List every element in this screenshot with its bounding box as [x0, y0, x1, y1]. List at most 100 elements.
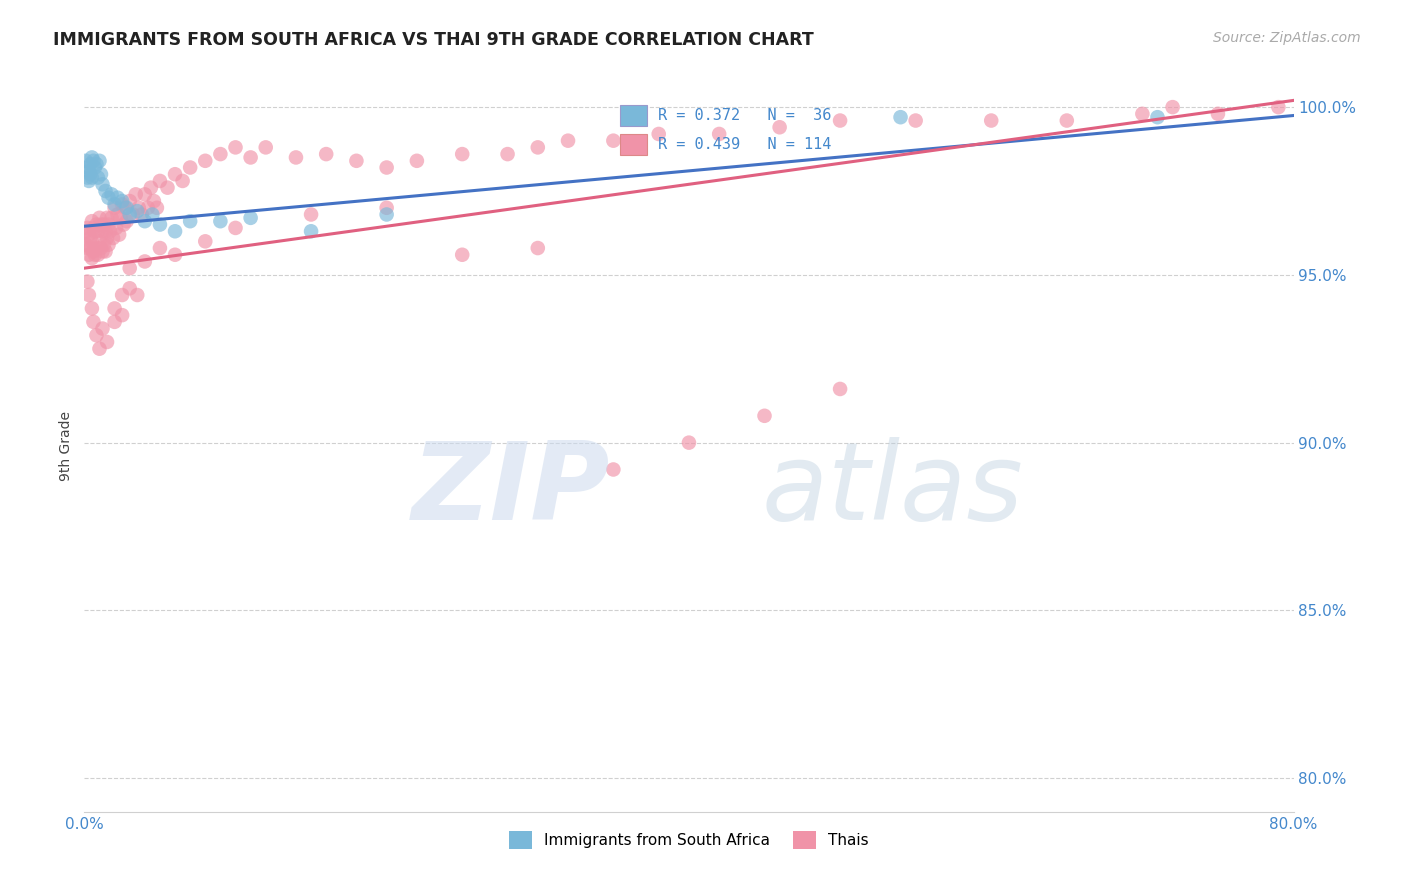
Point — [107, 207, 129, 221]
Point — [86, 328, 108, 343]
Point — [709, 127, 731, 141]
Point — [80, 251, 103, 265]
Point — [127, 204, 149, 219]
Point — [299, 207, 322, 221]
Point — [80, 151, 103, 165]
Point — [149, 218, 172, 232]
Point — [769, 120, 792, 135]
Point — [86, 218, 108, 232]
Point — [375, 207, 398, 221]
Point — [142, 194, 165, 208]
Point — [96, 211, 118, 225]
Point — [93, 218, 115, 232]
Point — [149, 174, 172, 188]
Point — [77, 248, 100, 262]
Point — [91, 321, 114, 335]
Point — [93, 237, 115, 252]
Point — [87, 224, 110, 238]
Point — [91, 224, 114, 238]
Point — [134, 254, 156, 268]
Point — [557, 134, 579, 148]
Point — [111, 197, 134, 211]
Point — [451, 147, 474, 161]
Point — [172, 174, 194, 188]
Point — [87, 248, 110, 262]
Point — [90, 218, 112, 232]
Point — [104, 301, 127, 316]
Point — [648, 127, 671, 141]
Point — [80, 301, 103, 316]
Point — [79, 231, 101, 245]
Point — [118, 194, 141, 208]
Point — [82, 244, 104, 259]
Point — [111, 194, 134, 208]
Point — [602, 134, 624, 148]
Legend: Immigrants from South Africa, Thais: Immigrants from South Africa, Thais — [503, 824, 875, 855]
Point — [118, 281, 141, 295]
Point — [86, 241, 108, 255]
Bar — [620, 135, 647, 155]
Text: IMMIGRANTS FROM SOUTH AFRICA VS THAI 9TH GRADE CORRELATION CHART: IMMIGRANTS FROM SOUTH AFRICA VS THAI 9TH… — [53, 31, 814, 49]
Point — [678, 435, 700, 450]
Point — [115, 214, 138, 228]
Point — [105, 221, 128, 235]
Point — [100, 211, 122, 225]
Point — [76, 161, 98, 175]
Text: R = 0.372   N =  36: R = 0.372 N = 36 — [658, 108, 831, 123]
Point — [111, 308, 134, 322]
Point — [80, 170, 103, 185]
Point — [179, 161, 201, 175]
Point — [754, 409, 776, 423]
Point — [87, 170, 110, 185]
Point — [76, 221, 98, 235]
Point — [136, 201, 159, 215]
Point — [82, 315, 104, 329]
Point — [112, 218, 135, 232]
Point — [76, 241, 98, 255]
Point — [125, 187, 148, 202]
Point — [1161, 100, 1184, 114]
Point — [98, 224, 121, 238]
Point — [77, 288, 100, 302]
Point — [146, 201, 169, 215]
Point — [91, 178, 114, 192]
Text: atlas: atlas — [762, 437, 1024, 542]
Point — [80, 214, 103, 228]
Point — [375, 161, 398, 175]
Point — [79, 157, 101, 171]
Point — [90, 167, 112, 181]
Point — [299, 224, 322, 238]
Point — [79, 241, 101, 255]
Point — [107, 191, 129, 205]
Point — [527, 140, 550, 154]
Point — [89, 211, 111, 225]
Point — [980, 113, 1002, 128]
Point — [89, 235, 111, 249]
Point — [82, 221, 104, 235]
Point — [134, 187, 156, 202]
Point — [79, 167, 101, 181]
Point — [114, 201, 136, 215]
Point — [1130, 107, 1153, 121]
Point — [225, 221, 247, 235]
Point — [904, 113, 927, 128]
Point — [77, 164, 100, 178]
Point — [830, 113, 852, 128]
Point — [134, 214, 156, 228]
Point — [97, 237, 120, 252]
Point — [194, 235, 217, 249]
Point — [75, 224, 97, 238]
Point — [346, 153, 368, 168]
Point — [94, 224, 117, 238]
Point — [104, 201, 127, 215]
Point — [156, 180, 179, 194]
Point — [84, 161, 107, 175]
Point — [209, 214, 232, 228]
Point — [239, 211, 262, 225]
Point — [602, 462, 624, 476]
Text: ZIP: ZIP — [412, 437, 610, 543]
Point — [1146, 110, 1168, 124]
Point — [1056, 113, 1078, 128]
Point — [94, 244, 117, 259]
Point — [141, 207, 163, 221]
